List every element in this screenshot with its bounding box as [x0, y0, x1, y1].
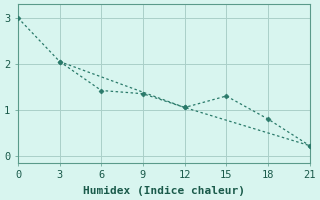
X-axis label: Humidex (Indice chaleur): Humidex (Indice chaleur): [83, 186, 245, 196]
